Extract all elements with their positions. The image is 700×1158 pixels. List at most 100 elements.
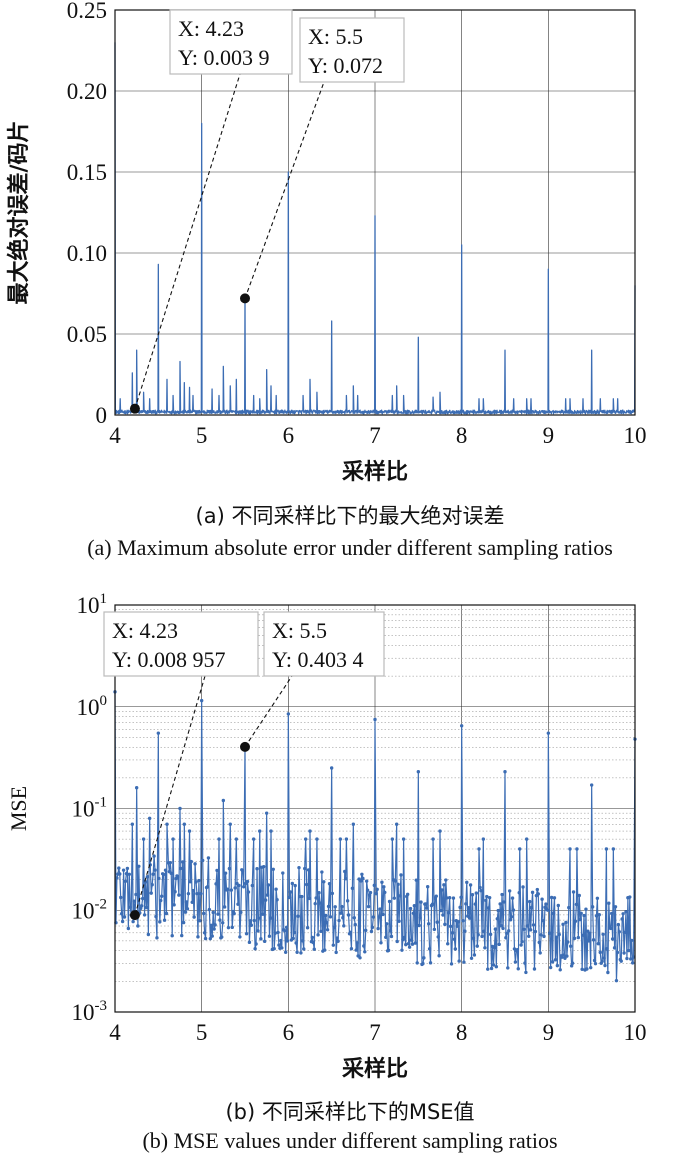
data-point xyxy=(369,929,374,934)
data-point xyxy=(119,895,123,900)
data-point xyxy=(439,908,443,913)
tip-leader-line xyxy=(244,675,293,748)
data-point xyxy=(551,911,556,916)
data-point xyxy=(589,783,594,787)
data-point xyxy=(311,940,315,945)
data-point xyxy=(483,946,487,950)
x-axis-label: 采样比 xyxy=(342,459,408,485)
data-point xyxy=(339,911,343,915)
data-point xyxy=(274,887,278,891)
data-point xyxy=(578,917,582,922)
data-point xyxy=(489,966,494,971)
data-point xyxy=(406,941,411,946)
data-point xyxy=(340,904,344,909)
data-point xyxy=(326,904,331,909)
tip-box xyxy=(169,9,293,75)
data-point xyxy=(287,895,292,900)
data-point xyxy=(232,911,236,916)
data-point xyxy=(241,869,245,873)
tip-y-text: Y: 0.008 957 xyxy=(112,647,225,672)
y-tick-label: 10-2 xyxy=(72,896,108,923)
data-point xyxy=(172,903,176,907)
x-tick-label: 9 xyxy=(543,423,555,448)
data-point xyxy=(154,914,158,919)
data-point xyxy=(615,950,620,955)
data-point xyxy=(563,956,567,960)
data-point xyxy=(302,947,306,951)
data-point xyxy=(582,913,586,918)
data-point xyxy=(472,953,477,957)
y-tick-label: 100 xyxy=(77,693,108,720)
data-point xyxy=(275,898,279,902)
data-point xyxy=(418,916,422,920)
data-point xyxy=(441,913,445,917)
data-point xyxy=(517,891,521,895)
data-point xyxy=(557,932,561,937)
data-point xyxy=(494,965,499,969)
data-point xyxy=(440,888,444,892)
data-point xyxy=(385,922,389,926)
y-tick-label: 0.25 xyxy=(67,0,107,23)
data-point xyxy=(203,936,208,941)
data-point xyxy=(431,837,435,841)
data-point xyxy=(447,895,452,900)
data-point xyxy=(482,929,486,933)
data-point xyxy=(548,965,553,970)
tip-y-text: Y: 0.072 xyxy=(308,53,383,78)
data-point xyxy=(417,923,421,928)
data-point xyxy=(277,943,281,947)
data-point xyxy=(492,945,497,950)
data-point xyxy=(136,924,140,928)
data-point xyxy=(305,926,310,930)
data-point xyxy=(363,950,367,954)
x-tick-label: 8 xyxy=(456,423,468,448)
series-line xyxy=(114,42,636,415)
data-point xyxy=(228,822,232,826)
data-point xyxy=(349,947,354,951)
data-point xyxy=(620,917,624,921)
data-point xyxy=(283,950,288,954)
data-point xyxy=(407,945,412,949)
data-point xyxy=(141,837,146,841)
data-point xyxy=(272,947,276,951)
data-point xyxy=(405,892,410,897)
data-point xyxy=(587,939,591,943)
data-point xyxy=(571,890,576,894)
data-point xyxy=(365,888,370,892)
data-tip: X: 5.5 Y: 0.403 4 xyxy=(240,611,385,752)
data-point xyxy=(117,866,121,870)
data-point xyxy=(586,929,590,933)
data-point xyxy=(300,894,304,899)
data-point xyxy=(459,724,464,728)
data-point xyxy=(424,902,428,906)
data-point xyxy=(341,916,345,920)
data-point xyxy=(210,934,214,938)
data-point xyxy=(377,915,381,919)
data-point xyxy=(282,928,287,933)
data-point xyxy=(527,934,531,938)
y-axis-label: MSE xyxy=(6,786,31,831)
data-point xyxy=(218,918,222,922)
data-point xyxy=(201,911,206,916)
data-point xyxy=(334,950,338,955)
data-point xyxy=(470,893,475,897)
y-tick-label: 0.15 xyxy=(67,160,107,185)
data-point xyxy=(284,925,289,929)
data-point xyxy=(603,963,607,968)
data-point xyxy=(465,880,469,885)
data-point xyxy=(247,940,252,945)
data-point xyxy=(573,919,578,923)
data-point xyxy=(619,959,623,963)
data-point xyxy=(455,924,459,928)
data-point xyxy=(495,917,499,921)
data-series xyxy=(113,690,637,983)
data-point xyxy=(452,937,457,942)
data-point xyxy=(142,913,147,917)
data-point xyxy=(609,926,613,931)
data-point xyxy=(401,937,405,942)
data-point xyxy=(337,918,341,923)
data-point xyxy=(121,868,126,872)
data-point xyxy=(610,937,615,941)
data-point xyxy=(596,942,601,946)
data-point xyxy=(556,903,560,908)
